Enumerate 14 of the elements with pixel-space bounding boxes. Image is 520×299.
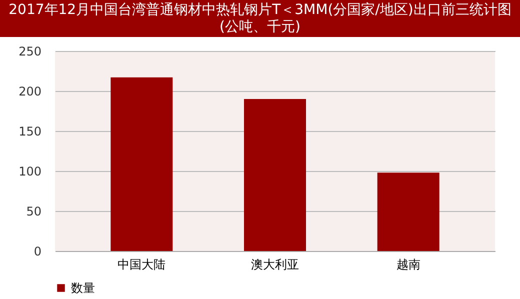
- y-tick-label: 200: [18, 84, 42, 98]
- y-tick-label: 150: [18, 124, 42, 138]
- legend-label: 数量: [71, 281, 95, 295]
- x-tick-label: 澳大利亚: [251, 258, 299, 272]
- y-tick-label: 0: [34, 244, 42, 258]
- bar: [244, 99, 306, 251]
- y-tick-label: 100: [18, 164, 42, 178]
- x-tick-label: 中国大陆: [118, 258, 166, 272]
- y-tick-label: 50: [26, 204, 42, 218]
- bar: [110, 77, 173, 251]
- y-tick-label: 250: [18, 44, 42, 58]
- chart-title: 2017年12月中国台湾普通钢材中热轧钢片T＜3MM(分国家/地区)出口前三统计图(公吨、千元): [0, 0, 520, 37]
- x-tick-label: 越南: [396, 258, 420, 272]
- bar: [377, 172, 440, 251]
